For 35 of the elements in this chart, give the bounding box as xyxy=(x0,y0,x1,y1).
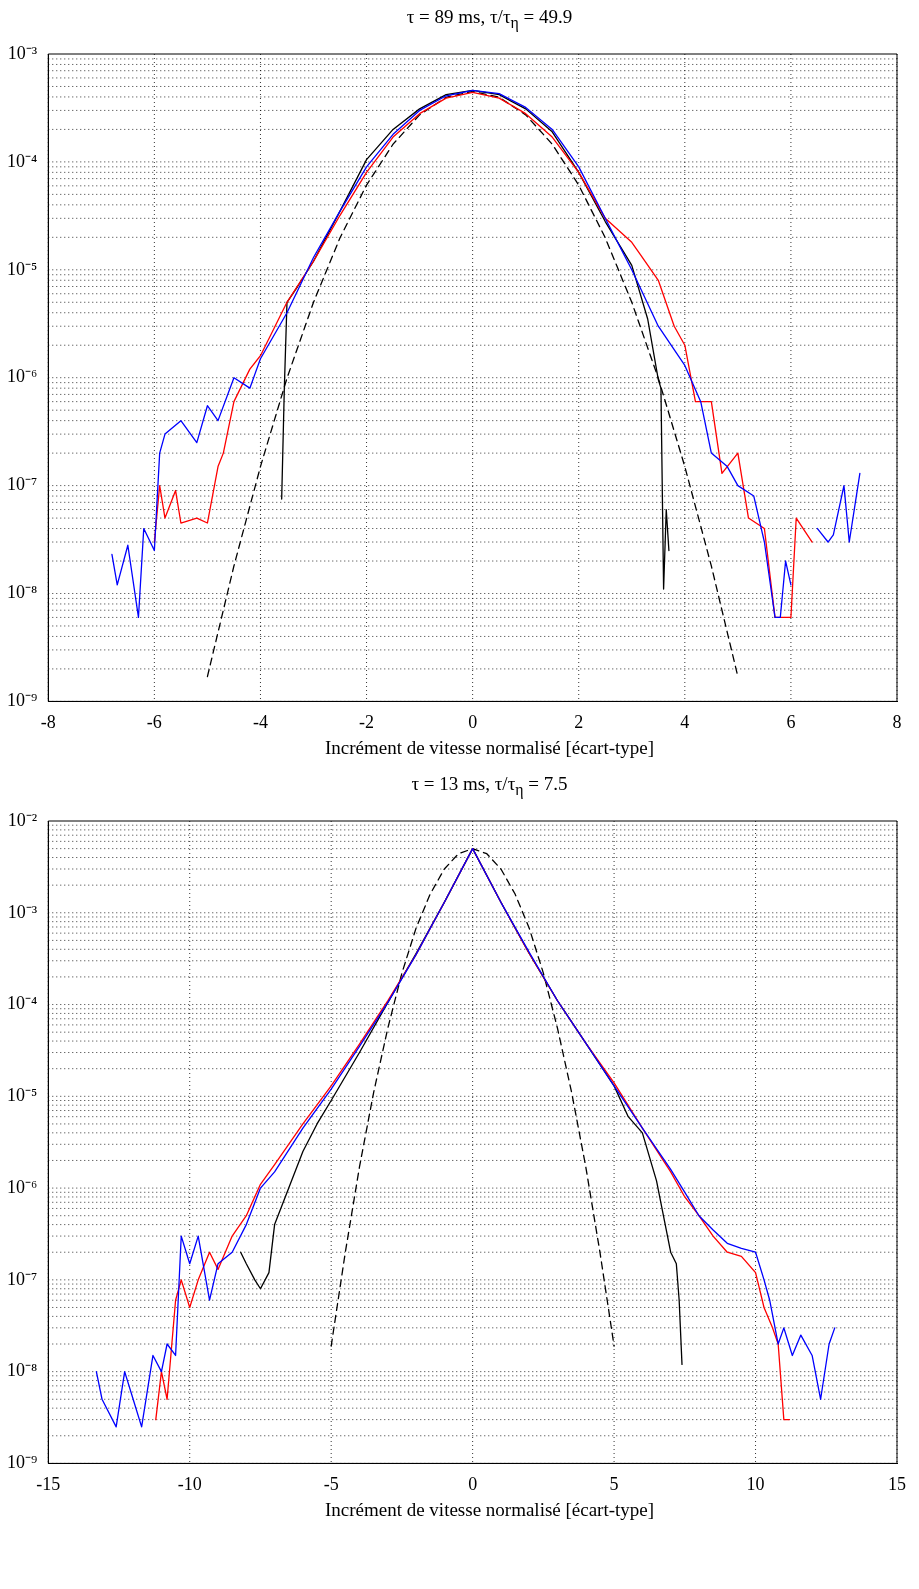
y-tick-label: 10⁻² xyxy=(7,809,38,830)
y-tick-label: 10⁻⁷ xyxy=(6,1268,38,1289)
x-tick-label: 0 xyxy=(468,1473,478,1494)
x-tick-label: 2 xyxy=(574,711,584,732)
y-tick-label: 10⁻⁸ xyxy=(6,1360,38,1381)
chart-title: τ = 13 ms, τ/τ$_{η}$ = 7.5 xyxy=(410,772,569,799)
y-tick-label: 10⁻⁵ xyxy=(6,258,38,279)
y-tick-label: 10⁻⁶ xyxy=(6,366,38,387)
x-tick-label: 5 xyxy=(609,1473,619,1494)
x-tick-label: -10 xyxy=(177,1473,202,1494)
x-tick-label: 4 xyxy=(680,711,690,732)
y-tick-label: 10⁻⁵ xyxy=(6,1085,38,1106)
y-tick-label: 10⁻⁹ xyxy=(6,690,38,711)
x-tick-label: 0 xyxy=(468,711,478,732)
y-tick-label: 10⁻³ xyxy=(7,901,38,922)
x-axis-title: Incrément de vitesse normalisé [écart-type] xyxy=(323,737,656,760)
x-tick-label: -4 xyxy=(252,711,268,732)
y-tick-label: 10⁻⁴ xyxy=(6,993,38,1014)
x-tick-label: -8 xyxy=(40,711,56,732)
y-tick-label: 10⁻⁸ xyxy=(6,582,38,603)
y-tick-label: 10⁻³ xyxy=(7,42,38,63)
x-tick-label: -5 xyxy=(323,1473,339,1494)
x-tick-label: -15 xyxy=(36,1473,61,1494)
x-tick-label: 8 xyxy=(892,711,902,732)
y-tick-label: 10⁻⁹ xyxy=(6,1452,38,1473)
x-tick-label: -2 xyxy=(359,711,375,732)
x-axis-title: Incrément de vitesse normalisé [écart-type] xyxy=(323,1499,656,1522)
y-tick-label: 10⁻⁶ xyxy=(6,1176,38,1197)
x-tick-label: 10 xyxy=(746,1473,765,1494)
y-tick-label: 10⁻⁴ xyxy=(6,150,38,171)
chart-title: τ = 89 ms, τ/τ$_{η}$ = 49.9 xyxy=(405,5,574,32)
x-tick-label: 6 xyxy=(786,711,796,732)
x-tick-label: -6 xyxy=(146,711,162,732)
x-tick-label: 15 xyxy=(888,1473,906,1494)
y-tick-label: 10⁻⁷ xyxy=(6,474,38,495)
